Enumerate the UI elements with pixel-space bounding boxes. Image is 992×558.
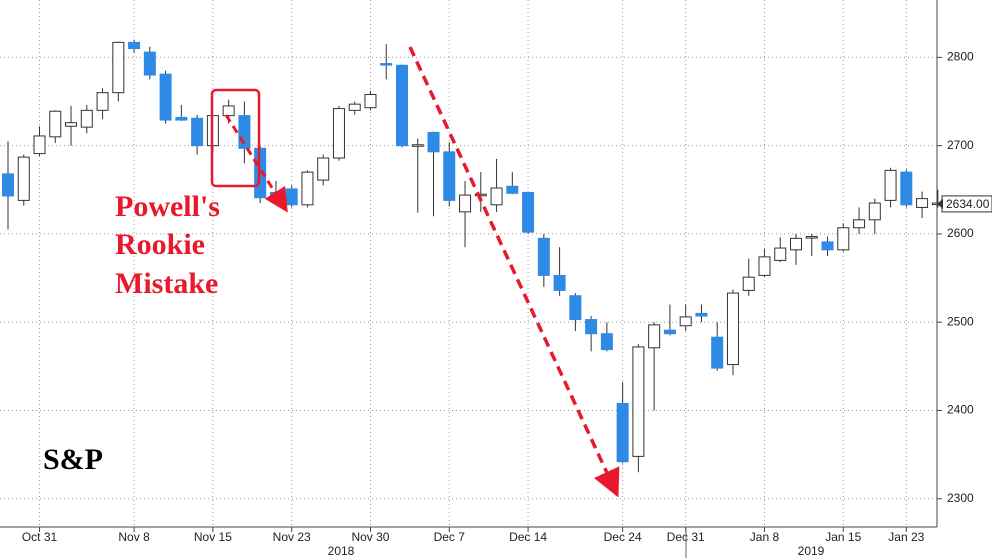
candle-body (506, 185, 519, 194)
candle-body (222, 105, 235, 117)
candle-body (648, 324, 661, 349)
x-tick-label: Nov 30 (351, 530, 389, 544)
candle-body (695, 312, 708, 317)
annotation: Rookie (115, 228, 205, 261)
candle-body (443, 151, 456, 201)
last-value-pointer (937, 198, 943, 209)
candle-body (679, 316, 692, 327)
year-label: 2019 (798, 544, 825, 558)
candle-body (411, 144, 424, 147)
arrow (408, 46, 620, 498)
candle-body (348, 103, 361, 111)
candle-body (522, 191, 535, 233)
x-tick-label: Dec 24 (604, 530, 642, 544)
candle-body (632, 346, 645, 457)
candle-body (459, 194, 472, 213)
candle-body (17, 156, 30, 201)
candle-body (332, 108, 345, 159)
y-tick-label: 2700 (947, 138, 974, 152)
year-label: 2018 (328, 544, 355, 558)
x-tick-label: Jan 15 (825, 530, 861, 544)
axes (0, 0, 938, 528)
candle-body (80, 109, 93, 128)
x-tick-label: Jan 8 (750, 530, 780, 544)
y-tick-label: 2400 (947, 403, 974, 417)
candle-body (821, 241, 834, 251)
highlight-box (210, 88, 261, 188)
candle-body (112, 41, 125, 94)
candle-body (711, 336, 724, 369)
x-tick-label: Dec 14 (509, 530, 547, 544)
x-tick-label: Oct 31 (22, 530, 58, 544)
candle-body (616, 402, 629, 463)
candle-body (916, 198, 929, 208)
y-tick-label: 2800 (947, 50, 974, 64)
last-value-label: 2634.00 (946, 197, 990, 211)
candle-body (238, 115, 251, 149)
candle-body (474, 193, 487, 197)
candle-body (585, 319, 598, 335)
candle-body (900, 171, 913, 206)
candle-body (380, 63, 393, 66)
candle-body (837, 227, 850, 251)
x-tick-label: Nov 15 (194, 530, 232, 544)
annotation: Powell's (115, 190, 220, 223)
candle-body (790, 237, 802, 251)
candle-body (96, 92, 109, 111)
candle-body (742, 276, 755, 291)
candle-body (2, 173, 14, 197)
candle-body (490, 187, 503, 206)
candle-body (884, 169, 897, 201)
candle-body (537, 237, 550, 276)
candle-body (600, 333, 613, 351)
x-tick-label: Jan 23 (888, 530, 924, 544)
arrow (224, 114, 288, 213)
candle-body (569, 295, 582, 321)
candle-body (364, 93, 377, 109)
annotation: Mistake (115, 267, 218, 300)
candle-body (301, 171, 314, 206)
candle-body (396, 64, 408, 147)
plot (0, 0, 944, 527)
candle-body (191, 117, 204, 147)
candle-body (805, 236, 818, 239)
candle-body (868, 202, 881, 221)
x-tick-label: Dec 7 (434, 530, 466, 544)
candle-body (553, 274, 566, 291)
candle-body (663, 329, 676, 335)
y-tick-label: 2300 (947, 491, 974, 505)
candle-body (427, 131, 440, 153)
candle-body (853, 219, 866, 229)
candle-body (128, 41, 141, 50)
candle-body (317, 157, 330, 181)
candle-body (285, 188, 298, 206)
candle-body (143, 51, 156, 76)
x-tick-label: Nov 8 (118, 530, 150, 544)
candle-body (726, 292, 739, 366)
candle-body (33, 135, 46, 155)
candle-body (65, 122, 78, 127)
y-tick-label: 2600 (947, 226, 974, 240)
x-tick-label: Nov 23 (273, 530, 311, 544)
y-tick-label: 2500 (947, 314, 974, 328)
candle-body (159, 73, 172, 121)
candle-body (175, 116, 188, 121)
candle-body (758, 256, 771, 276)
chart-label: S&P (43, 443, 103, 476)
candle-body (774, 247, 787, 261)
candle-body (49, 110, 62, 138)
